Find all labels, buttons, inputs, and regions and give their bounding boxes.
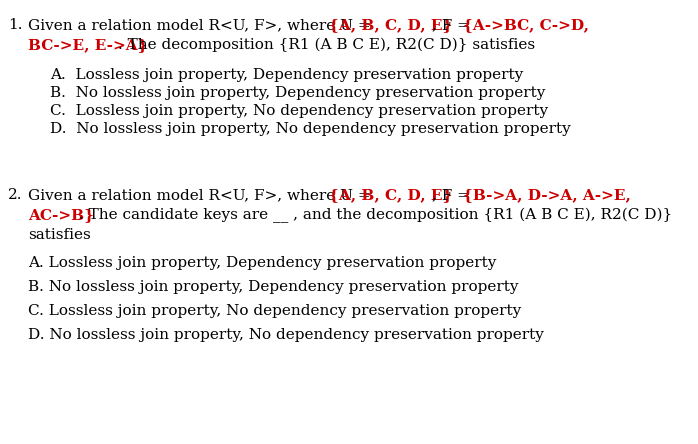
Text: Given a relation model R<U, F>, where U =: Given a relation model R<U, F>, where U …	[28, 188, 376, 202]
Text: , F =: , F =	[432, 18, 475, 32]
Text: . The candidate keys are __ , and the decomposition {R1 (A B C E), R2(C D)}: . The candidate keys are __ , and the de…	[79, 208, 672, 223]
Text: BC->E, E->A}: BC->E, E->A}	[28, 38, 147, 52]
Text: B.  No lossless join property, Dependency preservation property: B. No lossless join property, Dependency…	[50, 86, 545, 100]
Text: satisfies: satisfies	[28, 228, 91, 242]
Text: 1.: 1.	[8, 18, 22, 32]
Text: B. No lossless join property, Dependency preservation property: B. No lossless join property, Dependency…	[28, 280, 519, 294]
Text: {B->A, D->A, A->E,: {B->A, D->A, A->E,	[463, 188, 631, 202]
Text: , F =: , F =	[432, 188, 475, 202]
Text: AC->B}: AC->B}	[28, 208, 94, 222]
Text: {A, B, C, D, E}: {A, B, C, D, E}	[329, 18, 452, 32]
Text: 2.: 2.	[8, 188, 22, 202]
Text: C.  Lossless join property, No dependency preservation property: C. Lossless join property, No dependency…	[50, 104, 548, 118]
Text: D.  No lossless join property, No dependency preservation property: D. No lossless join property, No depende…	[50, 122, 571, 136]
Text: . The decomposition {R1 (A B C E), R2(C D)} satisfies: . The decomposition {R1 (A B C E), R2(C …	[118, 38, 535, 52]
Text: A. Lossless join property, Dependency preservation property: A. Lossless join property, Dependency pr…	[28, 256, 496, 270]
Text: {A, B, C, D, E}: {A, B, C, D, E}	[329, 188, 452, 202]
Text: A.  Lossless join property, Dependency preservation property: A. Lossless join property, Dependency pr…	[50, 68, 524, 82]
Text: Given a relation model R<U, F>, where U =: Given a relation model R<U, F>, where U …	[28, 18, 376, 32]
Text: D. No lossless join property, No dependency preservation property: D. No lossless join property, No depende…	[28, 328, 544, 342]
Text: {A->BC, C->D,: {A->BC, C->D,	[463, 18, 589, 32]
Text: C. Lossless join property, No dependency preservation property: C. Lossless join property, No dependency…	[28, 304, 521, 318]
